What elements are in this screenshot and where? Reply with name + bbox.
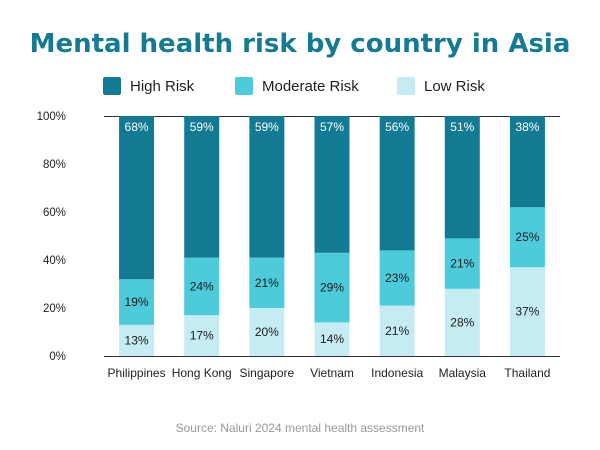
y-tick-label: 20% xyxy=(43,303,66,315)
x-tick-label: Indonesia xyxy=(371,366,423,380)
bar-group-singapore: 20% 21% 59% xyxy=(249,116,285,356)
bar-segment-high-risk xyxy=(314,116,350,253)
y-tick-label: 40% xyxy=(43,255,66,267)
legend-swatch-low-risk xyxy=(397,77,415,95)
legend-label-moderate-risk: Moderate Risk xyxy=(262,78,359,95)
data-label-low-risk: 28% xyxy=(450,315,474,329)
bar-segment-low-risk xyxy=(379,305,415,356)
data-label-moderate-risk: 23% xyxy=(385,271,409,285)
data-label-low-risk: 37% xyxy=(515,305,539,319)
bar-segment-low-risk xyxy=(119,324,155,356)
bar-segment-low-risk xyxy=(314,322,350,356)
data-label-moderate-risk: 29% xyxy=(320,281,344,295)
bar-segment-moderate-risk xyxy=(184,257,220,316)
bar-segment-low-risk xyxy=(444,288,480,356)
data-label-moderate-risk: 25% xyxy=(515,230,539,244)
data-label-low-risk: 20% xyxy=(255,325,279,339)
y-tick-label: 100% xyxy=(37,111,66,123)
bar-group-malaysia: 28% 21% 51% xyxy=(444,116,480,356)
legend-label-low-risk: Low Risk xyxy=(424,78,485,95)
x-axis: Philippines Hong Kong Singapore Vietnam Indo… xyxy=(108,366,551,380)
data-label-high-risk: 51% xyxy=(450,120,474,134)
legend-item-high-risk: High Risk xyxy=(103,77,195,95)
data-label-moderate-risk: 21% xyxy=(255,276,279,290)
bar-segment-low-risk xyxy=(509,267,545,356)
bar-segment-high-risk xyxy=(509,116,545,208)
data-label-high-risk: 38% xyxy=(515,120,539,134)
source-note: Source: Naluri 2024 mental health assess… xyxy=(176,421,425,435)
bar-segment-high-risk xyxy=(379,116,415,251)
bars: 13%19%68%17%24%59%20%21%59%14%29%57%21%2… xyxy=(119,116,545,356)
y-tick-label: 80% xyxy=(43,159,66,171)
data-label-low-risk: 14% xyxy=(320,332,344,346)
x-tick-label: Hong Kong xyxy=(172,366,232,380)
bar-segment-moderate-risk xyxy=(119,279,155,325)
bar-segment-low-risk xyxy=(249,308,285,356)
x-tick-label: Thailand xyxy=(504,366,550,380)
data-label-low-risk: 21% xyxy=(385,324,409,338)
bar-group-vietnam: 14% 29% 57% xyxy=(314,116,350,356)
x-tick-label: Singapore xyxy=(239,366,294,380)
legend-swatch-high-risk xyxy=(103,77,121,95)
bar-segment-low-risk xyxy=(184,315,220,356)
bar-segment-moderate-risk xyxy=(509,207,545,268)
bar-segment-moderate-risk xyxy=(444,238,480,289)
bar-group-thailand: 37% 25% 38% xyxy=(509,116,545,356)
data-label-low-risk: 13% xyxy=(125,333,149,347)
bar-segment-moderate-risk xyxy=(379,250,415,306)
data-label-high-risk: 59% xyxy=(190,120,214,134)
legend-label-high-risk: High Risk xyxy=(130,78,195,95)
bar-group-hong-kong: 17% 24% 59% xyxy=(184,116,220,356)
bar-segment-high-risk xyxy=(184,116,220,258)
bar-segment-high-risk xyxy=(119,116,155,280)
y-axis: 0% 20% 40% 60% 80% 100% xyxy=(37,111,560,363)
data-label-low-risk: 17% xyxy=(190,329,214,343)
data-label-moderate-risk: 24% xyxy=(190,279,214,293)
data-label-moderate-risk: 19% xyxy=(125,295,149,309)
y-tick-label: 60% xyxy=(43,207,66,219)
legend: High Risk Moderate Risk Low Risk xyxy=(103,77,485,95)
bar-segment-moderate-risk xyxy=(249,257,285,308)
data-label-high-risk: 56% xyxy=(385,120,409,134)
data-label-high-risk: 59% xyxy=(255,120,279,134)
legend-item-low-risk: Low Risk xyxy=(397,77,485,95)
chart-title: Mental health risk by country in Asia xyxy=(30,29,571,59)
bar-segment-high-risk xyxy=(444,116,480,239)
bar-group-indonesia: 21% 23% 56% xyxy=(379,116,415,356)
bar-segment-moderate-risk xyxy=(314,252,350,323)
legend-swatch-moderate-risk xyxy=(235,77,253,95)
x-tick-label: Philippines xyxy=(108,366,166,380)
y-tick-label: 0% xyxy=(49,351,66,363)
data-label-high-risk: 57% xyxy=(320,120,344,134)
x-tick-label: Vietnam xyxy=(310,366,354,380)
bar-group-philippines: 13% 19% 68% xyxy=(119,116,155,356)
data-label-moderate-risk: 21% xyxy=(450,257,474,271)
data-label-high-risk: 68% xyxy=(125,120,149,134)
legend-item-moderate-risk: Moderate Risk xyxy=(235,77,359,95)
x-tick-label: Malaysia xyxy=(439,366,487,380)
bar-segment-high-risk xyxy=(249,116,285,258)
